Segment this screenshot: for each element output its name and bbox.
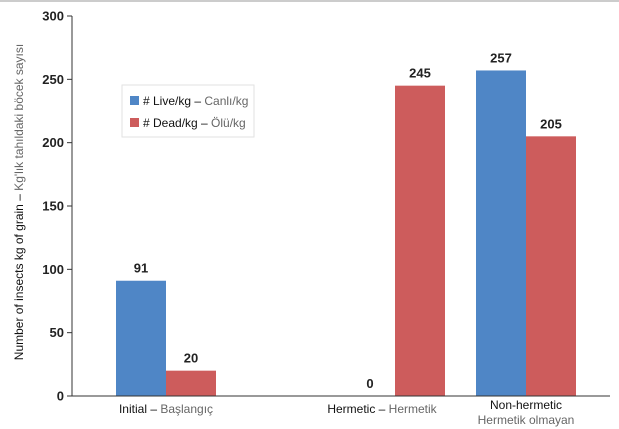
y-tick-label: 50: [50, 325, 64, 340]
bar-dead-2: [526, 136, 576, 397]
y-tick-label: 150: [42, 199, 64, 214]
x-category-label: Initial – Başlangıç: [119, 402, 213, 416]
y-axis-label-sub: Kg'lık tahıldaki böcek sayısı: [12, 44, 26, 191]
x-category-main: Non-hermetic: [490, 398, 562, 412]
y-axis-label-main: Number of insects kg of grain: [12, 204, 26, 360]
x-category-sub: Hermetik olmayan: [478, 413, 575, 427]
data-label: 0: [366, 376, 373, 391]
y-axis-label: Number of insects kg of grain – Kg'lık t…: [12, 44, 26, 360]
data-label: 91: [134, 261, 148, 276]
x-category-sub: Hermetik: [389, 402, 438, 416]
legend-entry-separator: –: [198, 116, 211, 130]
legend-entry-sub: Ölü/kg: [211, 116, 246, 130]
bar-live-0: [116, 280, 166, 396]
x-category-separator: –: [375, 402, 388, 416]
bar-dead-0: [166, 370, 216, 396]
svg-text:Number of insects kg of grain: Number of insects kg of grain – Kg'lık t…: [12, 44, 26, 360]
legend-entry: # Dead/kg – Ölü/kg: [143, 116, 246, 130]
x-category-main: Hermetic: [327, 402, 375, 416]
bar-dead-1: [395, 85, 445, 397]
y-tick-label: 100: [42, 262, 64, 277]
x-categories: Initial – Başlangıç Hermetic – Hermetik No…: [119, 398, 574, 427]
legend-entry-sub: Canlı/kg: [204, 94, 248, 108]
legend-box: [121, 84, 255, 138]
y-tick-label: 300: [42, 9, 64, 24]
data-label: 205: [540, 116, 562, 131]
legend-entry-separator: –: [191, 94, 204, 108]
bar-live-2: [476, 70, 526, 396]
y-axis-label-separator: –: [12, 191, 26, 204]
legend: # Live/kg – Canlı/kg # Dead/kg – Ölü/kg: [121, 84, 255, 138]
y-ticks: 0 50 100 150 200 250 300: [42, 9, 72, 404]
y-tick-label: 0: [57, 389, 64, 404]
legend-swatch: [130, 96, 139, 105]
data-label: 245: [409, 66, 431, 81]
x-category-main: Initial: [119, 402, 147, 416]
legend-entry-main: # Dead/kg: [143, 116, 198, 130]
data-label: 20: [184, 351, 198, 366]
legend-entry: # Live/kg – Canlı/kg: [143, 94, 248, 108]
x-category-separator: –: [147, 402, 160, 416]
data-labels: 91 20 0 245 257 205: [134, 50, 562, 391]
legend-entry-main: # Live/kg: [143, 94, 191, 108]
legend-swatch: [130, 118, 139, 127]
data-label: 257: [490, 50, 512, 65]
y-tick-label: 250: [42, 72, 64, 87]
x-category-sub: Başlangıç: [160, 402, 213, 416]
x-category-label: Hermetic – Hermetik: [327, 402, 437, 416]
y-tick-label: 200: [42, 135, 64, 150]
bars: [116, 70, 576, 397]
